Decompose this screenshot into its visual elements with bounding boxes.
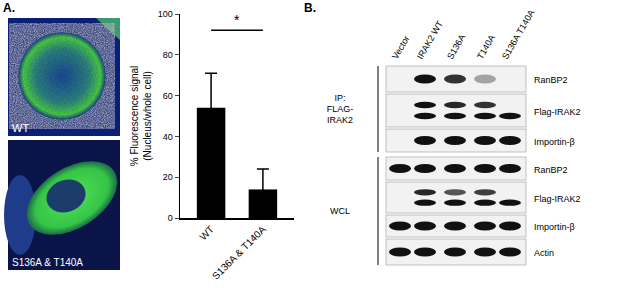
svg-text:IP:FLAG-IRAK2: IP:FLAG-IRAK2 bbox=[327, 93, 354, 125]
svg-text:Vector: Vector bbox=[390, 34, 411, 61]
svg-text:S136A T140A: S136A T140A bbox=[500, 8, 536, 61]
svg-text:Flag-IRAK2: Flag-IRAK2 bbox=[534, 107, 581, 117]
svg-text:WT: WT bbox=[12, 122, 29, 134]
svg-text:40: 40 bbox=[163, 132, 173, 142]
svg-text:B.: B. bbox=[304, 1, 316, 15]
svg-text:Flag-IRAK2: Flag-IRAK2 bbox=[534, 194, 581, 204]
svg-text:100: 100 bbox=[158, 9, 173, 19]
svg-text:60: 60 bbox=[163, 91, 173, 101]
svg-text:Importin-β: Importin-β bbox=[534, 137, 575, 147]
svg-text:WCL: WCL bbox=[330, 206, 350, 216]
svg-text:0: 0 bbox=[168, 213, 173, 223]
svg-text:S136A & T140A: S136A & T140A bbox=[210, 223, 268, 281]
svg-text:20: 20 bbox=[163, 172, 173, 182]
svg-text:S136A: S136A bbox=[445, 33, 467, 61]
svg-text:RanBP2: RanBP2 bbox=[534, 165, 568, 175]
svg-text:Actin: Actin bbox=[534, 248, 554, 258]
svg-text:WT: WT bbox=[197, 224, 216, 243]
svg-text:T140A: T140A bbox=[475, 33, 497, 61]
svg-text:80: 80 bbox=[163, 50, 173, 60]
svg-text:RanBP2: RanBP2 bbox=[534, 75, 568, 85]
svg-text:A.: A. bbox=[3, 1, 15, 15]
svg-text:S136A & T140A: S136A & T140A bbox=[12, 257, 83, 268]
svg-text:Importin-β: Importin-β bbox=[534, 222, 575, 232]
svg-text:IRAK2 WT: IRAK2 WT bbox=[415, 19, 445, 61]
svg-text:*: * bbox=[234, 12, 240, 28]
svg-text:% Fluorescence signal(Nucleus/: % Fluorescence signal(Nucleus/whole cell… bbox=[129, 66, 153, 167]
